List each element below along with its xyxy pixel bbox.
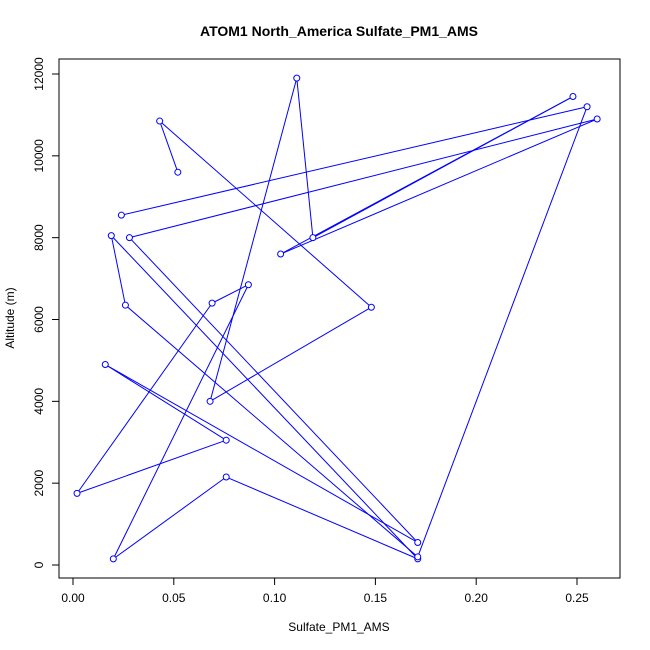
data-point xyxy=(414,538,422,546)
data-point xyxy=(222,436,230,444)
series-segment xyxy=(159,120,179,173)
y-tick-label: 8000 xyxy=(32,224,46,251)
series-segment xyxy=(417,106,588,557)
y-tick-label: 10000 xyxy=(32,139,46,173)
y-tick-label: 0 xyxy=(32,561,46,568)
series-segment xyxy=(112,284,249,560)
y-tick-label: 6000 xyxy=(32,306,46,333)
data-point xyxy=(125,234,133,242)
x-tick-label: 0.00 xyxy=(61,591,85,605)
series-segment xyxy=(113,476,227,560)
data-point xyxy=(121,301,129,309)
x-axis-label: Sulfate_PM1_AMS xyxy=(288,620,389,634)
series-segment xyxy=(121,106,588,216)
data-point xyxy=(174,168,182,176)
series-segment xyxy=(125,304,419,558)
data-point xyxy=(414,553,422,561)
data-point xyxy=(593,115,601,123)
series-segment xyxy=(76,302,213,494)
series-segment xyxy=(129,237,419,543)
series-segment xyxy=(280,96,574,255)
x-tick-label: 0.20 xyxy=(465,591,489,605)
points-layer xyxy=(73,74,601,563)
y-tick-label: 12000 xyxy=(32,57,46,91)
data-point xyxy=(222,473,230,481)
x-tick-label: 0.05 xyxy=(162,591,186,605)
data-point xyxy=(156,117,164,125)
data-point xyxy=(277,250,285,258)
data-point xyxy=(109,555,117,563)
data-point xyxy=(309,234,317,242)
series-segment xyxy=(211,284,249,304)
x-tick-label: 0.10 xyxy=(263,591,287,605)
y-axis-label: Altitude (m) xyxy=(3,287,17,348)
x-tick-label: 0.15 xyxy=(364,591,388,605)
data-point xyxy=(569,93,577,101)
series-segment xyxy=(209,306,372,402)
data-point xyxy=(244,281,252,289)
series-segment xyxy=(296,78,314,238)
plot-frame xyxy=(58,58,621,579)
data-point xyxy=(293,74,301,82)
series-segment xyxy=(209,77,298,402)
x-axis: 0.00 0.05 0.10 0.15 0.20 0.25 xyxy=(61,577,589,605)
data-point xyxy=(583,103,591,111)
data-point xyxy=(208,299,216,307)
series-segment xyxy=(105,364,418,543)
data-point xyxy=(101,361,109,369)
y-axis: 0 2000 4000 6000 8000 10000 12000 xyxy=(32,57,60,568)
series-layer xyxy=(76,77,598,560)
data-point xyxy=(206,397,214,405)
series-segment xyxy=(76,439,227,494)
series-segment xyxy=(280,118,598,255)
data-point xyxy=(107,232,115,240)
series-segment xyxy=(104,364,227,441)
series-segment xyxy=(110,235,419,560)
series-segment xyxy=(159,120,372,308)
data-point xyxy=(367,303,375,311)
y-tick-label: 4000 xyxy=(32,388,46,415)
chart-title: ATOM1 North_America Sulfate_PM1_AMS xyxy=(200,23,478,39)
data-point xyxy=(117,211,125,219)
x-tick-label: 0.25 xyxy=(565,591,589,605)
series-segment xyxy=(110,235,126,306)
y-tick-label: 2000 xyxy=(32,469,46,496)
series-segment xyxy=(226,476,418,560)
data-point xyxy=(73,489,81,497)
series-segment xyxy=(129,118,598,239)
